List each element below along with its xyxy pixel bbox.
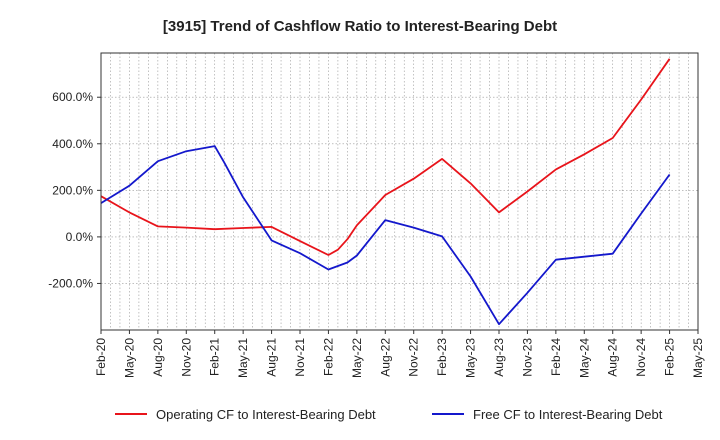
- x-tick-label: Aug-22: [378, 338, 392, 377]
- x-tick-label: May-23: [464, 338, 478, 378]
- y-axis-ticks: 600.0% 400.0% 200.0% 0.0% -200.0%: [48, 90, 101, 290]
- x-tick-label: Nov-22: [407, 338, 421, 377]
- y-tick-label: 200.0%: [52, 183, 93, 197]
- plot-frame: [100, 52, 699, 331]
- y-tick-label: 400.0%: [52, 137, 93, 151]
- x-tick-label: Nov-20: [179, 338, 193, 377]
- x-tick-label: May-21: [236, 338, 250, 378]
- chart-title: [3915] Trend of Cashflow Ratio to Intere…: [163, 18, 557, 35]
- x-tick-label: May-22: [350, 338, 364, 378]
- x-axis-ticks: Feb-20 May-20 Aug-20 Nov-20 Feb-21 May-21 Aug-…: [94, 330, 705, 378]
- x-tick-label: Aug-23: [492, 338, 506, 377]
- x-tick-label: May-24: [577, 338, 591, 378]
- x-tick-label: Feb-20: [94, 338, 108, 376]
- x-tick-label: Feb-23: [435, 338, 449, 376]
- x-tick-label: Aug-21: [265, 338, 279, 377]
- x-tick-label: Aug-24: [606, 338, 620, 377]
- series-line-2: [100, 145, 671, 326]
- legend: Operating CF to Interest-Bearing Debt Fre…: [115, 407, 663, 422]
- x-tick-label: Feb-25: [663, 338, 677, 376]
- x-tick-label: Aug-20: [151, 338, 165, 377]
- x-tick-label: Nov-21: [293, 338, 307, 377]
- x-tick-label: Feb-21: [208, 338, 222, 376]
- legend-label-2: Free CF to Interest-Bearing Debt: [473, 407, 663, 422]
- grid: [100, 53, 699, 330]
- x-tick-label: Feb-22: [321, 338, 335, 376]
- legend-label-1: Operating CF to Interest-Bearing Debt: [156, 407, 376, 422]
- x-tick-label: Nov-23: [520, 338, 534, 377]
- y-tick-label: 0.0%: [66, 230, 94, 244]
- series-line-1: [100, 58, 671, 256]
- x-tick-label: Feb-24: [549, 338, 563, 376]
- y-tick-label: 600.0%: [52, 90, 93, 104]
- series-lines: [100, 58, 671, 326]
- y-tick-label: -200.0%: [48, 276, 93, 290]
- x-tick-label: May-20: [122, 338, 136, 378]
- x-tick-label: May-25: [691, 338, 705, 378]
- x-tick-label: Nov-24: [634, 338, 648, 377]
